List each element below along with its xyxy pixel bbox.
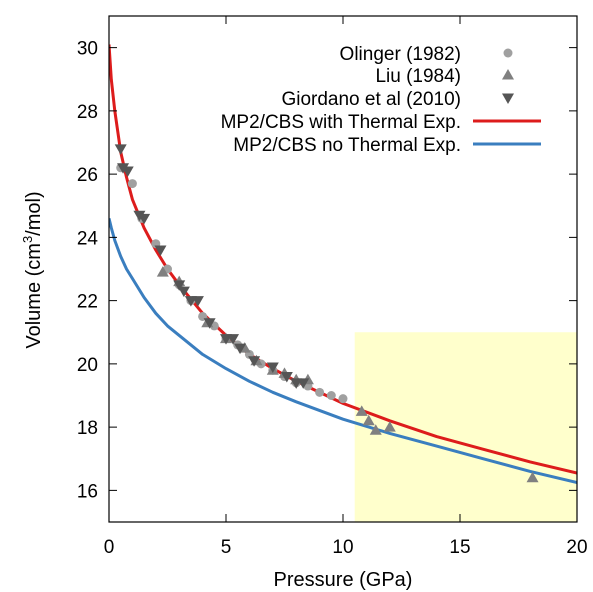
y-tick-label: 26	[77, 165, 98, 186]
data-point-series-2	[234, 343, 247, 355]
data-point-series-0	[338, 394, 348, 404]
data-point-series-1	[355, 405, 368, 416]
x-tick-label: 0	[104, 537, 115, 558]
x-tick-label: 10	[332, 537, 353, 558]
plot-points	[114, 144, 539, 483]
y-axis-title: Volume (cm3/mol)	[20, 191, 45, 348]
data-point-series-2	[297, 378, 310, 389]
x-tick-label: 5	[221, 537, 232, 558]
y-tick-label: 18	[77, 418, 98, 439]
data-point-series-2	[203, 318, 216, 329]
legend-marker-swatch	[502, 69, 514, 80]
y-tick-label: 22	[77, 292, 98, 313]
y-tick-label: 16	[77, 481, 98, 502]
data-point-series-0	[127, 179, 137, 189]
legend-marker-swatch	[502, 93, 514, 104]
data-point-series-2	[248, 356, 261, 367]
x-axis-title: Pressure (GPa)	[274, 569, 413, 591]
x-axis-ticks: 0 5 10 15 20	[104, 16, 588, 558]
series-line-4	[109, 218, 577, 484]
data-point-series-2	[191, 296, 204, 307]
data-point-series-1	[362, 414, 375, 426]
data-point-series-2	[177, 286, 190, 298]
legend-label: MP2/CBS no Thermal Exp.	[233, 135, 461, 156]
data-point-series-2	[154, 245, 167, 257]
data-point-series-2	[266, 362, 279, 374]
legend-label: Olinger (1982)	[340, 44, 461, 65]
data-point-series-1	[526, 471, 539, 483]
y-axis-ticks: 16 18 20 22 24 26 28 30	[77, 39, 577, 502]
data-point-series-1	[369, 424, 382, 435]
data-point-series-2	[138, 213, 151, 225]
data-point-series-2	[227, 334, 240, 345]
data-point-series-1	[383, 421, 396, 432]
y-tick-label: 24	[77, 228, 99, 249]
legend-marker-swatch	[503, 48, 513, 58]
legend: Olinger (1982)Liu (1984)Giordano et al (…	[221, 44, 541, 156]
data-point-series-0	[326, 391, 336, 400]
y-tick-label: 30	[77, 39, 98, 60]
legend-label: Giordano et al (2010)	[281, 89, 461, 110]
data-point-series-2	[280, 372, 293, 383]
x-tick-label: 20	[566, 537, 587, 558]
data-point-series-2	[173, 280, 186, 291]
data-point-series-2	[114, 144, 127, 155]
y-tick-label: 28	[77, 102, 98, 123]
data-point-series-1	[156, 266, 169, 277]
legend-label: MP2/CBS with Thermal Exp.	[221, 112, 461, 133]
y-tick-label: 20	[77, 355, 98, 376]
x-tick-label: 15	[449, 537, 470, 558]
legend-label: Liu (1984)	[375, 66, 461, 87]
data-point-series-0	[315, 387, 325, 397]
data-point-series-2	[121, 166, 134, 177]
